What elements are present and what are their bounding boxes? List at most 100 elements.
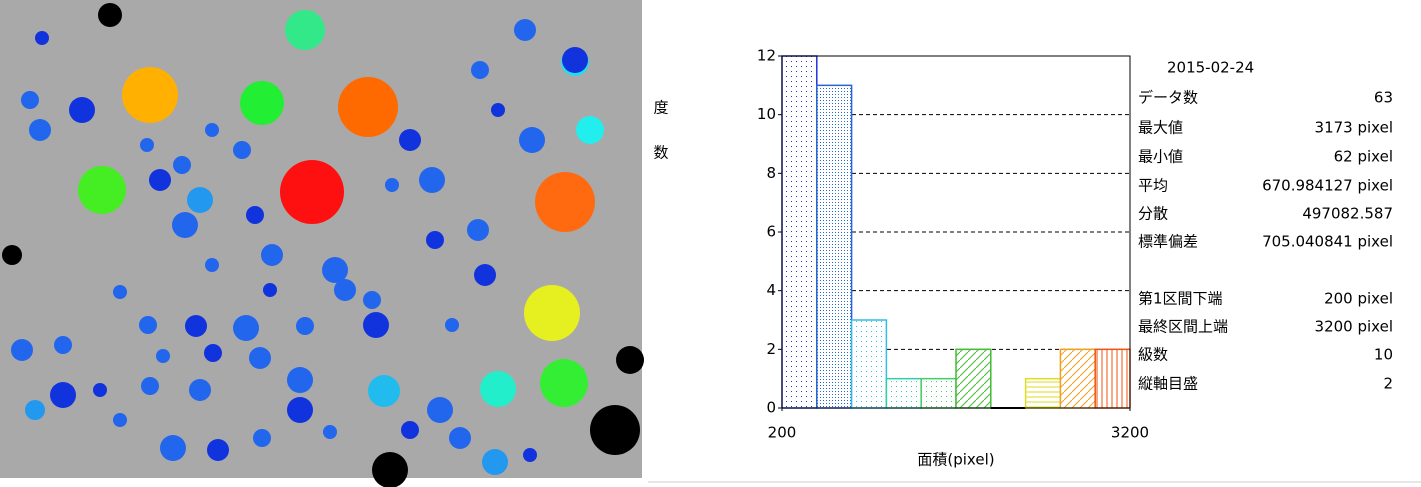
- particle: [445, 318, 459, 332]
- bar: [781, 55, 818, 409]
- stat-label: 標準偏差: [1138, 233, 1198, 251]
- particle: [287, 367, 313, 393]
- x-tick-label: 200: [768, 424, 797, 442]
- particle: [524, 285, 580, 341]
- bar: [1094, 348, 1131, 409]
- bar: [1024, 377, 1062, 409]
- particle: [249, 347, 271, 369]
- particle: [2, 245, 22, 265]
- particle: [323, 425, 337, 439]
- particle: [419, 167, 445, 193]
- micrograph-background: [0, 0, 642, 478]
- stat-label: 最終区間上端: [1138, 318, 1228, 336]
- x-tick-label: 3200: [1111, 424, 1149, 442]
- stat-value: 497082.587: [1302, 205, 1393, 223]
- particle: [54, 336, 72, 354]
- particle: [427, 397, 453, 423]
- stat-label: 分散: [1138, 205, 1168, 223]
- particle: [78, 166, 126, 214]
- particle: [590, 405, 640, 455]
- particle: [399, 129, 421, 151]
- particle: [616, 346, 644, 374]
- particle: [562, 47, 588, 73]
- particle: [160, 435, 186, 461]
- y-tick-label: 4: [766, 281, 776, 299]
- particle: [205, 123, 219, 137]
- particle: [11, 339, 33, 361]
- particle: [35, 31, 49, 45]
- particle: [280, 160, 344, 224]
- particle: [25, 400, 45, 420]
- particle: [471, 61, 489, 79]
- particle: [21, 91, 39, 109]
- stat-label: 平均: [1138, 177, 1168, 195]
- particle: [240, 81, 284, 125]
- stat-value: 10: [1374, 346, 1393, 364]
- bar: [1059, 348, 1096, 409]
- particle: [385, 178, 399, 192]
- particle: [205, 258, 219, 272]
- particle: [113, 413, 127, 427]
- date: 2015-02-24: [1167, 59, 1254, 77]
- bar: [885, 377, 922, 409]
- bar: [920, 377, 957, 409]
- particle: [363, 291, 381, 309]
- particle: [50, 382, 76, 408]
- particle: [322, 257, 348, 283]
- particle: [287, 397, 313, 423]
- particle: [98, 3, 122, 27]
- particle: [491, 103, 505, 117]
- y-label-2: 数: [653, 144, 668, 162]
- particle: [523, 448, 537, 462]
- particle: [338, 77, 398, 137]
- y-label-1: 度: [653, 99, 668, 117]
- particle: [122, 67, 178, 123]
- stat-value: 705.040841 pixel: [1262, 233, 1393, 251]
- particle: [172, 212, 198, 238]
- particle: [69, 97, 95, 123]
- particle: [540, 359, 588, 407]
- particle: [576, 116, 604, 144]
- y-tick-label: 10: [757, 105, 776, 123]
- particle: [113, 285, 127, 299]
- particle: [467, 219, 489, 241]
- particle: [519, 127, 545, 153]
- plot-frame: [781, 55, 1131, 409]
- stat-value: 63: [1374, 89, 1393, 107]
- stat-label: 級数: [1138, 346, 1168, 364]
- particle: [263, 283, 277, 297]
- stat-label: 第1区間下端: [1138, 290, 1223, 308]
- micrograph: [0, 0, 644, 487]
- particle: [334, 279, 356, 301]
- particle: [474, 264, 496, 286]
- y-tick-label: 0: [766, 399, 776, 417]
- particle: [233, 141, 251, 159]
- stat-label: 最大値: [1138, 119, 1183, 137]
- particle: [296, 317, 314, 335]
- y-tick-label: 12: [757, 47, 776, 65]
- particle: [156, 349, 170, 363]
- stat-value: 3173 pixel: [1315, 119, 1393, 137]
- y-tick-label: 8: [766, 164, 776, 182]
- particle: [189, 379, 211, 401]
- bar: [850, 319, 888, 409]
- particle: [139, 316, 157, 334]
- particle: [426, 231, 444, 249]
- particle: [482, 449, 508, 475]
- particle: [140, 138, 154, 152]
- particle: [246, 206, 264, 224]
- stat-value: 670.984127 pixel: [1262, 177, 1393, 195]
- particle: [204, 344, 222, 362]
- stat-value: 2: [1383, 375, 1393, 393]
- particle: [363, 312, 389, 338]
- stat-value: 200 pixel: [1324, 290, 1393, 308]
- bar: [816, 84, 853, 409]
- x-axis-label: 面積(pixel): [917, 451, 994, 469]
- stat-label: 縦軸目盛: [1138, 375, 1198, 393]
- particle: [372, 452, 408, 487]
- particle: [149, 169, 171, 191]
- particle: [141, 377, 159, 395]
- particle: [368, 375, 400, 407]
- particle: [261, 244, 283, 266]
- stat-value: 3200 pixel: [1315, 318, 1393, 336]
